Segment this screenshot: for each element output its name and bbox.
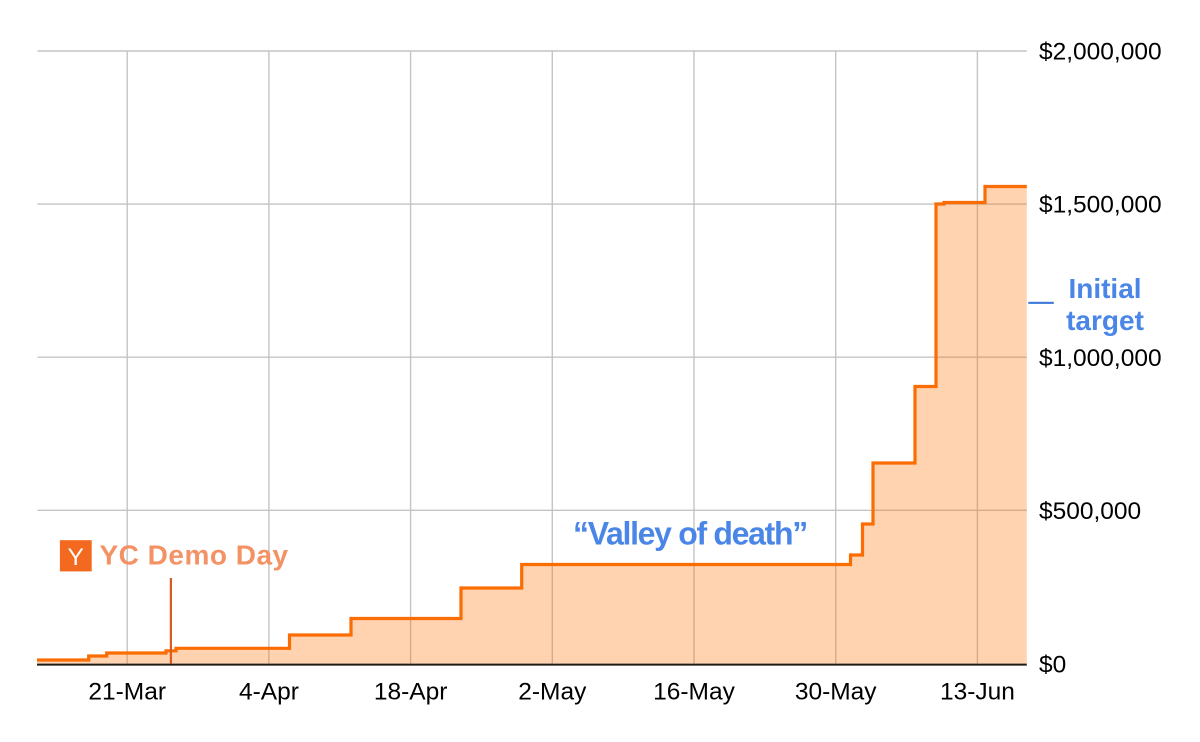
- svg-text:18-Apr: 18-Apr: [374, 679, 448, 706]
- svg-text:$2,000,000: $2,000,000: [1039, 39, 1162, 66]
- svg-text:YC Demo Day: YC Demo Day: [100, 539, 289, 570]
- svg-text:Initial: Initial: [1068, 273, 1141, 304]
- svg-text:21-Mar: 21-Mar: [88, 679, 166, 706]
- svg-text:$1,500,000: $1,500,000: [1039, 192, 1162, 219]
- svg-text:16-May: 16-May: [653, 679, 735, 706]
- svg-text:Y: Y: [68, 544, 84, 571]
- svg-text:target: target: [1066, 305, 1144, 336]
- svg-text:“Valley of death”: “Valley of death”: [573, 515, 807, 551]
- svg-text:2-May: 2-May: [518, 679, 587, 706]
- svg-text:4-Apr: 4-Apr: [239, 679, 299, 706]
- svg-text:$1,000,000: $1,000,000: [1039, 345, 1162, 372]
- svg-text:$500,000: $500,000: [1039, 498, 1141, 525]
- svg-text:13-Jun: 13-Jun: [940, 679, 1015, 706]
- svg-text:$0: $0: [1039, 652, 1066, 679]
- svg-text:30-May: 30-May: [795, 679, 877, 706]
